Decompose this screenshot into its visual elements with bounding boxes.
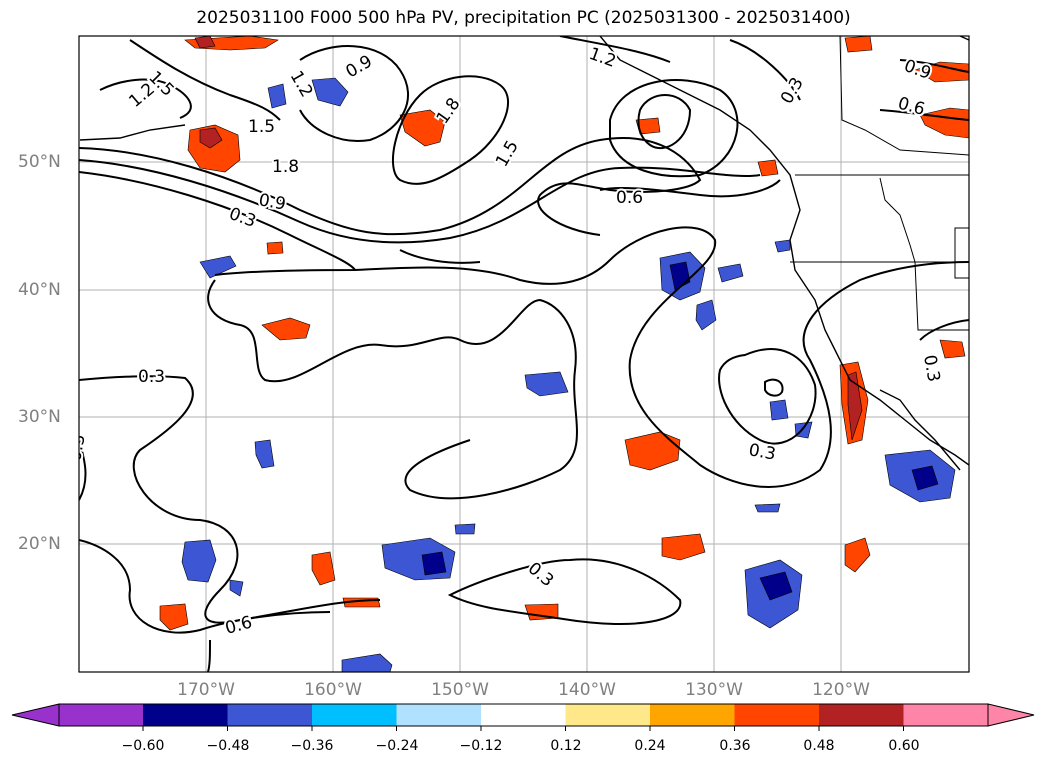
precip-blob xyxy=(914,61,969,83)
precipitation-field xyxy=(159,36,969,672)
colorbar-tick: −0.36 xyxy=(290,738,334,754)
colorbar-bin xyxy=(819,704,904,726)
precip-blob xyxy=(847,371,863,441)
precip-blob xyxy=(844,537,871,573)
colorbar-extend-high xyxy=(987,703,1035,727)
precip-blob xyxy=(261,317,311,341)
colorbar-extend-low xyxy=(11,703,60,727)
lon-label-140w: 140°W xyxy=(558,680,616,700)
colorbar-bin xyxy=(481,704,566,726)
colorbar-tick: −0.24 xyxy=(375,738,419,754)
lon-label-160w: 160°W xyxy=(304,680,362,700)
precip-blob xyxy=(421,551,447,576)
graticule xyxy=(79,36,969,672)
colorbar-tick: 0.24 xyxy=(634,738,666,754)
precip-blob xyxy=(311,77,349,107)
colorbar-bin xyxy=(59,704,143,726)
precip-blob xyxy=(939,339,966,359)
colorbar-tick: −0.60 xyxy=(121,738,165,754)
precip-blob xyxy=(524,371,569,397)
colorbar-tick: 0.12 xyxy=(550,738,582,754)
precip-blob xyxy=(695,299,717,331)
lat-label-20n: 20°N xyxy=(18,534,61,554)
lat-label-30n: 30°N xyxy=(18,407,61,427)
colorbar-bin xyxy=(143,704,228,726)
colorbar xyxy=(11,703,1035,731)
lon-label-150w: 150°W xyxy=(431,680,489,700)
colorbar-tick: −0.48 xyxy=(206,738,250,754)
colorbar-outline xyxy=(58,703,989,727)
contour-label: 1.5 xyxy=(248,117,275,137)
precip-blob xyxy=(266,241,284,255)
precip-blob xyxy=(159,603,189,631)
precip-blob xyxy=(254,439,275,469)
colorbar-bin xyxy=(565,704,650,726)
lat-label-40n: 40°N xyxy=(18,280,61,300)
precip-blob xyxy=(911,465,939,491)
precip-blob xyxy=(229,579,244,597)
contour-label: 1.8 xyxy=(272,157,299,177)
pv-contours xyxy=(79,36,969,672)
precip-blob xyxy=(769,399,789,421)
colorbar-tick: 0.60 xyxy=(888,738,920,754)
colorbar-bin xyxy=(903,704,988,726)
precip-blob xyxy=(754,503,781,513)
colorbar-bin xyxy=(227,704,312,726)
map-title: 2025031100 F000 500 hPa PV, precipitatio… xyxy=(196,8,851,28)
precip-blob xyxy=(399,109,446,147)
precip-blob xyxy=(181,539,217,583)
lon-label-170w: 170°W xyxy=(177,680,235,700)
precip-blob xyxy=(194,36,216,49)
precip-blob xyxy=(341,653,393,672)
lon-label-120w: 120°W xyxy=(812,680,870,700)
colorbar-tick: 0.48 xyxy=(803,738,835,754)
lat-label-50n: 50°N xyxy=(18,152,61,172)
colorbar-bin xyxy=(650,704,735,726)
map-frame xyxy=(78,35,970,673)
contour-label: 0.6 xyxy=(616,188,643,208)
precip-blob xyxy=(199,127,223,149)
coastlines xyxy=(79,36,969,471)
precip-blob xyxy=(757,159,779,177)
colorbar-tick: 0.36 xyxy=(719,738,751,754)
precip-blob xyxy=(844,36,873,53)
colorbar-bin xyxy=(396,704,481,726)
colorbar-bin xyxy=(312,704,397,726)
precip-blob xyxy=(717,263,744,283)
precip-blob xyxy=(199,255,237,279)
precip-blob xyxy=(774,239,791,253)
precip-blob xyxy=(311,551,336,586)
precip-blob xyxy=(759,571,793,601)
lon-label-130w: 130°W xyxy=(685,680,743,700)
colorbar-tick: −0.12 xyxy=(459,738,503,754)
contour-label: 0.3 xyxy=(138,367,165,387)
precip-blob xyxy=(661,533,706,561)
precip-blob xyxy=(267,83,287,109)
colorbar-bin xyxy=(734,704,819,726)
precip-blob xyxy=(454,523,476,535)
